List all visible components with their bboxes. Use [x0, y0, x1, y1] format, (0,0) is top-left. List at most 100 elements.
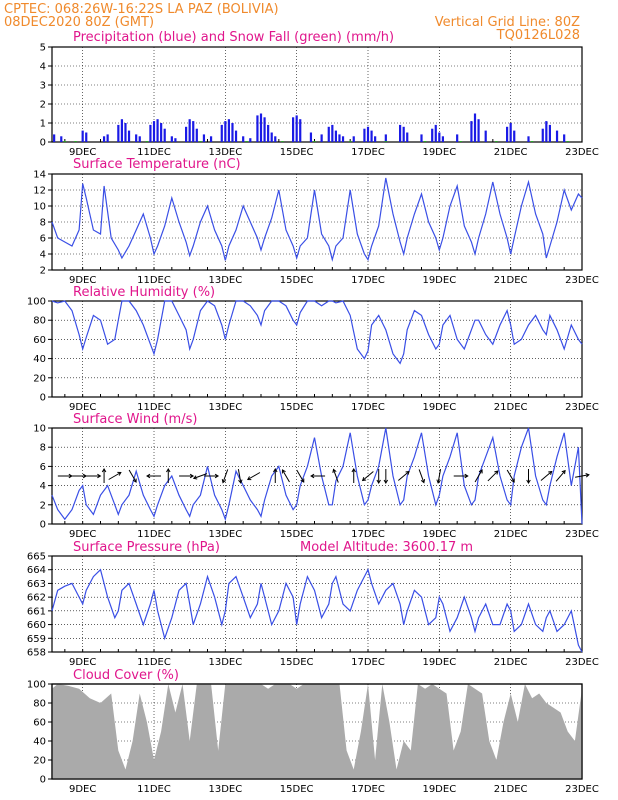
- wind-arrow: [361, 471, 374, 482]
- wind-arrow-head: [246, 476, 252, 481]
- wind-arrow-head: [585, 473, 590, 478]
- wind-arrow-shaft: [397, 471, 410, 481]
- precip-bar: [53, 134, 56, 142]
- wind-arrow: [555, 469, 566, 482]
- wind-arrow-head: [464, 473, 469, 479]
- precip-bar: [470, 121, 473, 142]
- precip-bar: [163, 128, 166, 142]
- pres-frame: [51, 555, 583, 653]
- wind-arrow: [166, 468, 171, 483]
- temp-xtick-label: 13DEC: [208, 275, 242, 286]
- wind-arrow-head: [494, 470, 499, 475]
- pres-title: Surface Pressure (hPa): [73, 540, 220, 555]
- wind-arrow: [474, 469, 483, 483]
- cloud-title: Cloud Cover (%): [73, 668, 179, 683]
- precip-bar: [149, 124, 152, 142]
- cloud-frame-overlay: [51, 683, 583, 780]
- wind-arrow: [128, 469, 137, 483]
- cloud-xtick-label: 9DEC: [69, 784, 96, 795]
- precip-bar: [363, 128, 366, 142]
- rh-xtick-label: 19DEC: [422, 402, 456, 413]
- rh-title: Relative Humidity (%): [73, 285, 215, 300]
- model-altitude: Model Altitude: 3600.17 m: [300, 540, 473, 555]
- wind-xtick-label: 15DEC: [280, 529, 314, 540]
- precip-bar: [331, 124, 334, 142]
- cloud-ytick-label: 0: [40, 775, 46, 786]
- precip-bar: [431, 128, 434, 142]
- precip-bar: [384, 134, 387, 142]
- precip-ytick-label: 2: [40, 100, 46, 111]
- wind-arrow-head: [146, 473, 151, 479]
- precip-bar: [234, 130, 238, 142]
- rh-xtick-label: 21DEC: [494, 402, 528, 413]
- wind-arrow-shaft: [296, 469, 305, 483]
- rh-xtick-label: 23DEC: [565, 402, 599, 413]
- wind-arrow-shaft: [282, 469, 290, 483]
- precip-bar: [124, 123, 127, 142]
- pres-xtick-label: 19DEC: [422, 657, 456, 668]
- rh-ytick-label: 0: [40, 393, 46, 404]
- precip-bar: [292, 117, 295, 142]
- rh-frame: [51, 300, 583, 398]
- rh-ytick-label: 80: [33, 316, 46, 327]
- pres-xtick-label: 15DEC: [280, 657, 314, 668]
- rh-xtick-label: 17DEC: [351, 402, 385, 413]
- cloud-xtick-label: 11DEC: [137, 784, 171, 795]
- wind-arrow: [101, 468, 107, 483]
- precip-xtick-label: 19DEC: [422, 147, 456, 158]
- wind-arrow-head: [273, 468, 278, 473]
- precip-bar: [127, 130, 131, 142]
- wind-arrow-head: [192, 475, 198, 480]
- pres-xtick-label: 11DEC: [137, 657, 171, 668]
- wind-arrow: [506, 469, 515, 483]
- pres-line: [51, 568, 583, 653]
- wind-arrow-head: [132, 478, 137, 483]
- snow-bar: [281, 141, 284, 142]
- precip-bar: [555, 130, 559, 142]
- precip-xtick-label: 13DEC: [208, 147, 242, 158]
- precip-bar: [327, 126, 330, 142]
- precip-xtick-label: 11DEC: [137, 147, 171, 158]
- cloud-xtick-label: 21DEC: [494, 784, 528, 795]
- precip-bar: [484, 130, 487, 142]
- precip-bar: [185, 126, 188, 142]
- rh-xtick-label: 11DEC: [137, 402, 171, 413]
- wind-arrow: [179, 473, 195, 479]
- precip-bar: [202, 134, 206, 142]
- wind-arrow: [351, 468, 356, 483]
- pres-ytick-label: 662: [27, 593, 46, 604]
- precip-bar: [563, 134, 566, 142]
- precip-bar: [438, 132, 441, 142]
- wind-arrow-shaft: [362, 471, 374, 481]
- cloud-xtick-label: 17DEC: [351, 784, 385, 795]
- wind-arrow: [86, 473, 102, 479]
- snow-bar: [349, 141, 352, 142]
- wind-arrow: [296, 469, 305, 483]
- wind-arrow-head: [117, 471, 122, 476]
- precip-bar: [263, 117, 266, 142]
- wind-title: Surface Wind (m/s): [73, 412, 197, 427]
- precip-bar: [299, 119, 302, 142]
- precip-bar: [341, 136, 345, 142]
- precip-bar: [220, 124, 223, 142]
- pres-ytick-label: 659: [27, 634, 46, 645]
- precip-ytick-label: 4: [40, 62, 46, 73]
- rh-ytick-label: 60: [33, 335, 46, 346]
- precip-bar: [527, 136, 530, 142]
- precip-bar: [156, 119, 159, 142]
- wind-arrow-head: [383, 479, 389, 484]
- header-run-date: 08DEC2020 80Z (GMT): [4, 15, 154, 30]
- precip-bar: [402, 126, 405, 142]
- precip-bar: [309, 132, 313, 142]
- wind-arrow: [281, 469, 290, 483]
- snow-bar: [495, 141, 498, 142]
- cloud-ytick-label: 40: [33, 737, 46, 748]
- wind-arrow: [108, 471, 122, 480]
- snow-bar: [459, 141, 462, 142]
- wind-arrow-head: [101, 468, 107, 473]
- snow-bar: [313, 141, 316, 142]
- temp-ytick-label: 6: [40, 234, 46, 245]
- wind-arrow: [192, 473, 208, 480]
- wind-arrow-head: [526, 479, 531, 484]
